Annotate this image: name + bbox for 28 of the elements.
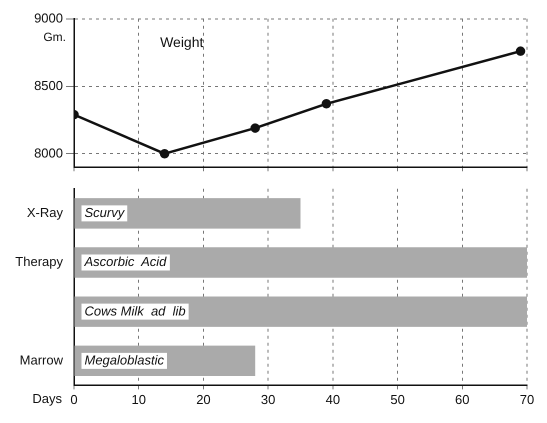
x-tick-label: 70 [520,392,534,407]
y-tick-label: Marrow [20,352,64,368]
y-tick-label: 8500 [34,78,63,93]
x-tick-label: 60 [455,392,470,407]
bar [74,247,527,278]
text: Weight [160,34,204,50]
y-tick-label: 9000 [34,10,63,26]
data-label: Cows Milk ad lib [84,303,186,318]
x-tick-label: 10 [131,392,146,407]
bar [74,198,300,229]
y-axis-title: Gm. [43,30,66,44]
data-label: Ascorbic Acid [84,254,168,270]
data-label: Megaloblastic [84,352,164,368]
x-tick-label: 50 [390,392,405,407]
x-tick-label: 0 [70,392,78,407]
x-tick-label: 30 [260,392,276,407]
bar [74,296,527,327]
point [322,99,332,109]
y-tick-label: Therapy [15,254,64,270]
point [250,123,260,133]
data-label: Scurvy [84,204,126,220]
y-tick-label: 8000 [34,145,63,160]
point [516,46,526,56]
x-tick-label: 20 [196,392,211,407]
x-axis-title: Days [32,390,62,406]
y-tick-label: X-Ray [26,204,64,220]
point [160,148,170,158]
x-tick-label: 40 [326,392,340,407]
